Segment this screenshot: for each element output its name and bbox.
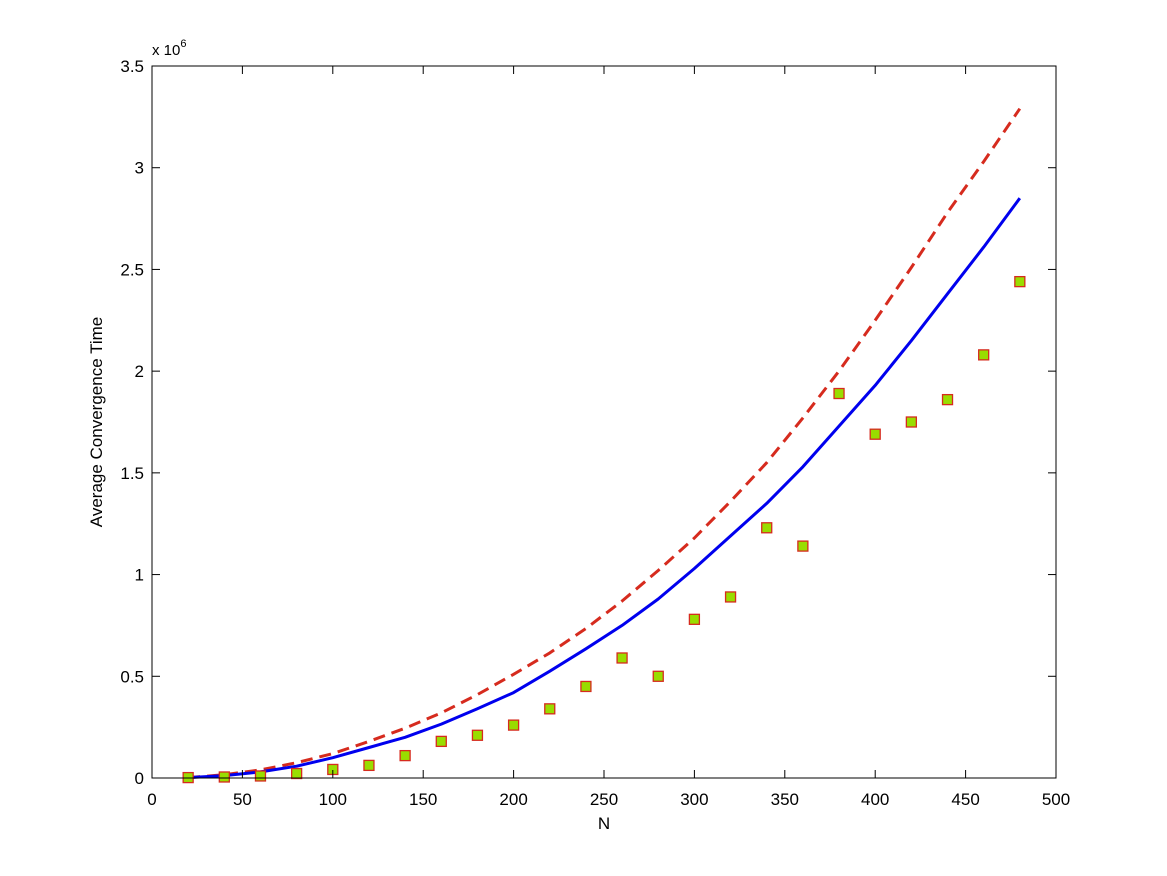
data-point-square [435,735,447,748]
data-point-square [869,428,881,440]
x-tick-label: 150 [409,790,437,809]
plot-markers [182,275,1026,784]
x-tick-label: 450 [951,790,979,809]
data-point-square [218,771,230,783]
data-point-square [1014,275,1026,288]
x-tick-label: 100 [319,790,347,809]
data-point-square [616,652,628,664]
x-tick-label: 350 [771,790,799,809]
series-line-solid [188,197,1022,780]
y-axis-exponent: x 106 [152,38,186,59]
data-point-square [290,767,303,780]
y-axis-exponent-base: x 10 [152,42,180,59]
y-axis-ticks: 0 0.5 1 1.5 2 2.5 3 3.5 [120,57,1056,788]
plot-lines [188,107,1022,780]
data-point-square [580,680,592,693]
data-point-square [688,613,701,625]
y-tick-label: 3 [135,159,144,178]
data-point-square [905,416,918,428]
x-tick-label: 250 [590,790,618,809]
data-point-square [761,522,773,534]
data-point-square [544,703,556,715]
y-tick-label: 0 [135,769,144,788]
series-line-dashed [188,107,1022,780]
x-tick-label: 200 [499,790,527,809]
x-tick-label: 400 [861,790,889,809]
x-tick-label: 0 [147,790,156,809]
y-tick-label: 2.5 [120,260,144,279]
data-point-square [507,719,520,731]
x-tick-label: 300 [680,790,708,809]
y-tick-label: 1.5 [120,464,144,483]
y-axis-exponent-power: 6 [180,38,186,50]
y-axis-label: Average Convergence Time [87,317,106,527]
x-axis-ticks: 0 50 100 150 200 250 300 350 400 450 500 [147,66,1070,809]
x-tick-label: 500 [1042,790,1070,809]
data-point-square [797,540,809,552]
y-tick-label: 0.5 [120,667,144,686]
data-point-square [471,729,484,741]
data-point-square [363,759,375,772]
x-tick-label: 50 [233,790,252,809]
x-axis-label: N [598,814,610,833]
data-point-square [399,749,411,762]
data-point-square [833,387,845,400]
y-tick-label: 1 [135,566,144,585]
data-point-square [652,670,664,682]
data-point-square [254,770,267,782]
data-point-square [978,349,990,361]
y-tick-label: 3.5 [120,57,144,76]
y-tick-label: 2 [135,362,144,381]
data-point-square [941,393,954,406]
data-point-square [724,591,737,603]
